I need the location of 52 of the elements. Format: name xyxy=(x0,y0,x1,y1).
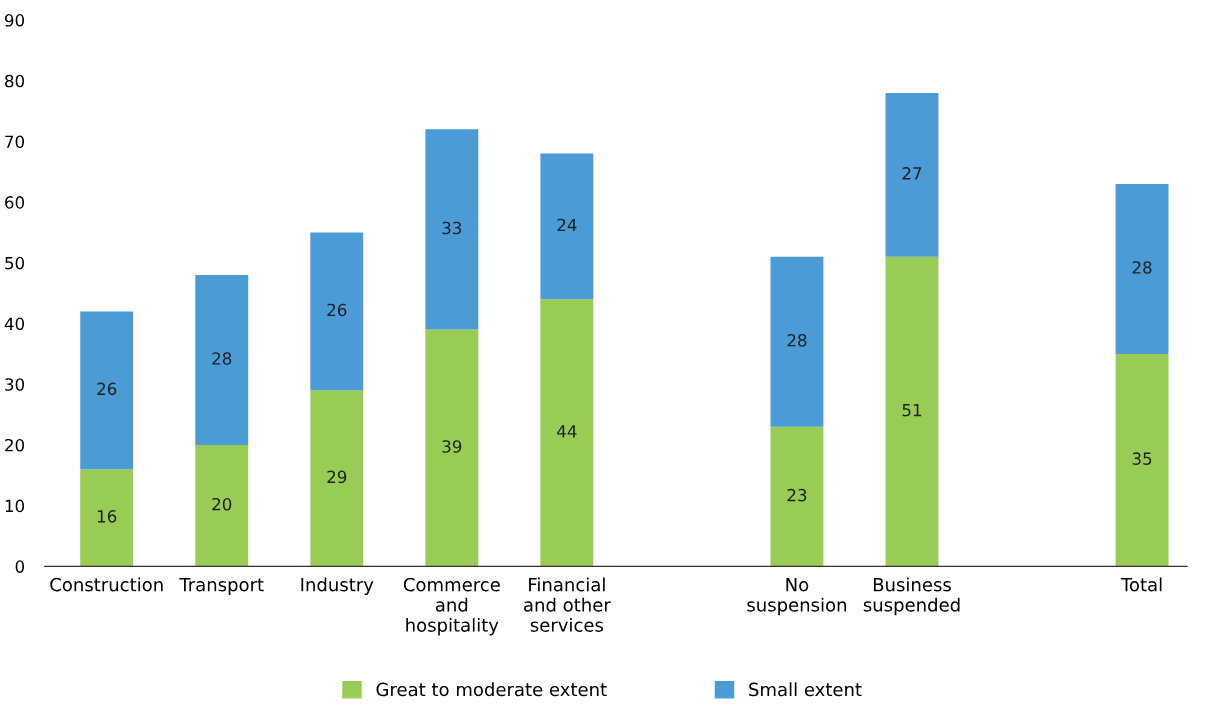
data-label: 35 xyxy=(1132,452,1152,465)
data-label: 33 xyxy=(442,221,462,235)
legend-label: Great to moderate extent xyxy=(376,682,607,697)
y-tick-label: 40 xyxy=(4,317,25,331)
bar xyxy=(80,469,134,567)
data-label: 16 xyxy=(97,510,117,523)
y-tick-label: 60 xyxy=(5,196,25,209)
bar xyxy=(885,256,939,567)
data-label: 51 xyxy=(902,404,922,417)
data-label: 20 xyxy=(212,497,232,511)
data-label: 26 xyxy=(97,382,117,396)
bar xyxy=(195,274,249,445)
data-label: 29 xyxy=(327,470,347,484)
data-label: 28 xyxy=(212,352,232,365)
bar xyxy=(540,299,594,567)
data-label: 26 xyxy=(327,303,347,317)
data-label: 27 xyxy=(902,167,922,180)
bar xyxy=(195,444,249,567)
x-tick-label: Financial and other services xyxy=(524,577,611,632)
x-tick-label: Transport xyxy=(179,578,264,595)
x-tick-label: Total xyxy=(1120,577,1162,592)
x-tick-label: No suspension xyxy=(747,578,846,616)
bar xyxy=(1115,183,1169,354)
data-label: 24 xyxy=(557,218,577,232)
data-label: 44 xyxy=(557,425,577,438)
y-tick-label: 50 xyxy=(5,256,25,270)
y-tick-label: 80 xyxy=(5,74,25,88)
legend-label: Small extent xyxy=(749,682,862,697)
bar xyxy=(310,232,364,391)
x-tick-label: Industry xyxy=(301,577,374,595)
bar xyxy=(425,129,479,330)
y-tick-label: 90 xyxy=(4,14,25,27)
bar xyxy=(770,426,824,567)
y-tick-label: 0 xyxy=(15,560,25,573)
bar xyxy=(770,256,824,427)
x-tick-label: Business suspended xyxy=(863,577,960,616)
data-label: 39 xyxy=(442,440,462,453)
y-tick-label: 20 xyxy=(5,438,25,452)
y-tick-label: 10 xyxy=(5,499,25,513)
data-label: 28 xyxy=(1132,261,1152,274)
x-tick-label: Commerce and hospitality xyxy=(403,577,500,636)
data-label: 28 xyxy=(787,333,807,347)
bar xyxy=(310,390,364,567)
x-tick-label: Construction xyxy=(50,577,163,592)
data-label: 23 xyxy=(787,488,807,502)
bar xyxy=(1115,353,1169,567)
bar xyxy=(540,153,594,300)
bar xyxy=(80,311,134,470)
bar xyxy=(885,92,939,257)
y-tick-label: 30 xyxy=(5,378,25,391)
y-tick-label: 70 xyxy=(5,135,25,149)
bar xyxy=(425,329,479,567)
